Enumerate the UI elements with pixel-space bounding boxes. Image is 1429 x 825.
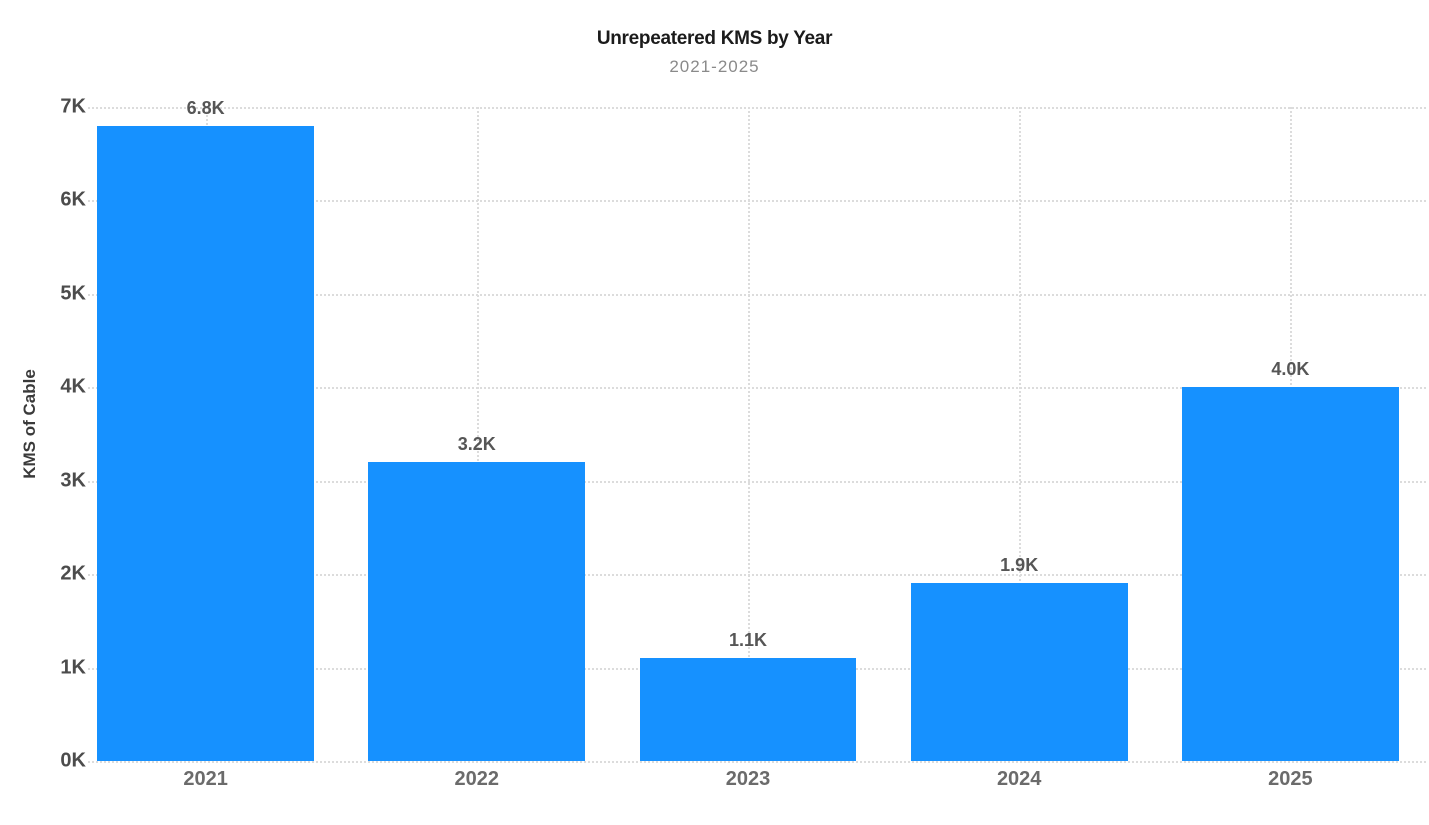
y-tick-label: 2K [60, 562, 86, 585]
bar-value-label: 4.0K [1271, 359, 1310, 380]
bar-value-label: 1.9K [1000, 555, 1039, 576]
gridline-horizontal [88, 200, 1426, 203]
x-tick-label: 2023 [725, 768, 771, 790]
gridline-horizontal [88, 387, 1426, 390]
bar-value-label: 1.1K [728, 630, 768, 651]
x-tick-label: 2022 [454, 768, 500, 790]
y-axis-title: KMS of Cable [20, 369, 39, 479]
y-tick-label: 4K [60, 375, 86, 398]
x-tick-label: 2021 [183, 768, 228, 790]
y-tick-label: 5K [60, 282, 86, 305]
y-tick-label: 0K [60, 749, 86, 772]
gridline-horizontal [88, 107, 1426, 109]
y-tick-label: 6K [60, 188, 86, 211]
chart-subtitle: 2021-2025 [669, 57, 760, 76]
gridline-horizontal [88, 293, 1426, 296]
x-tick-label: 2025 [1268, 768, 1313, 790]
y-tick-label: 3K [60, 469, 86, 492]
plot-area [70, 107, 1426, 763]
gridline-horizontal [88, 480, 1426, 483]
gridline-vertical [1019, 107, 1022, 761]
bar-2024 [910, 583, 1128, 761]
bar-value-label: 3.2K [457, 434, 496, 455]
bar-2021 [97, 125, 315, 761]
gridline-horizontal [88, 574, 1426, 577]
bar-value-label: 6.8K [186, 97, 225, 118]
gridline-vertical [476, 107, 479, 761]
bar-2022 [368, 462, 586, 761]
bar-2023 [639, 658, 857, 761]
chart-title: Unrepeatered KMS by Year [596, 28, 833, 49]
x-tick-label: 2024 [996, 768, 1042, 790]
y-tick-label: 1K [60, 656, 86, 679]
gridline-vertical [748, 107, 750, 761]
bar-2025 [1181, 387, 1399, 761]
y-tick-label: 7K [60, 95, 86, 118]
gridline-horizontal [88, 761, 1426, 763]
